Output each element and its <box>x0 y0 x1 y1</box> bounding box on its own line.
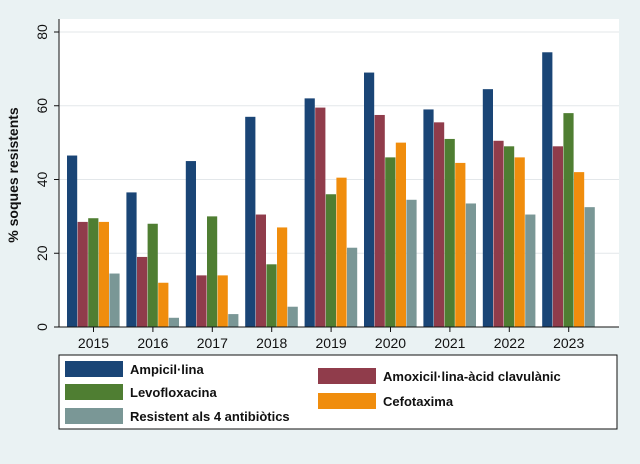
legend-box <box>58 354 618 430</box>
x-tick-label: 2021 <box>434 335 465 351</box>
bar-2022-3 <box>504 146 515 327</box>
bar-2018-3 <box>266 264 277 327</box>
bar-2021-2 <box>434 122 445 327</box>
bar-2016-5 <box>168 317 179 327</box>
bar-2020-2 <box>374 114 385 327</box>
y-tick-label: 40 <box>34 172 50 188</box>
y-tick-label: 20 <box>34 245 50 261</box>
legend-label: Resistent als 4 antibiòtics <box>130 409 290 424</box>
legend: Ampicil·lina Amoxicil·lina-àcid clavulàni… <box>65 361 561 424</box>
bar-2023-5 <box>584 207 595 327</box>
bar-2018-5 <box>287 306 298 327</box>
bar-2022-2 <box>493 140 504 327</box>
x-tick-label: 2020 <box>375 335 406 351</box>
legend-swatch <box>65 361 123 377</box>
bar-2018-1 <box>245 116 256 327</box>
bar-2021-4 <box>455 162 466 327</box>
legend-label: Ampicil·lina <box>130 362 204 377</box>
legend-swatch <box>318 368 376 384</box>
bar-2021-5 <box>465 203 476 327</box>
bar-2022-1 <box>482 89 493 327</box>
x-tick-label: 2023 <box>553 335 584 351</box>
bar-2021-3 <box>444 138 455 327</box>
y-tick-label: 60 <box>34 98 50 114</box>
bar-2016-4 <box>158 282 169 327</box>
legend-swatch <box>318 393 376 409</box>
bar-2017-2 <box>196 275 207 327</box>
bar-2020-5 <box>406 199 417 327</box>
bar-2019-5 <box>347 247 358 327</box>
bar-2020-4 <box>395 142 406 327</box>
axes: 0 20 40 60 80 2015 2016 2017 2018 2019 2020 2021 202… <box>34 19 619 351</box>
bar-2015-2 <box>77 221 88 327</box>
legend-swatch <box>65 384 123 400</box>
bar-2020-3 <box>385 157 396 327</box>
bar-2016-3 <box>147 223 158 327</box>
y-tick-label: 0 <box>34 323 50 331</box>
bar-2019-2 <box>315 107 326 327</box>
legend-swatch <box>65 408 123 424</box>
bar-2017-1 <box>185 161 196 327</box>
y-tick-label: 80 <box>34 24 50 40</box>
legend-label: Amoxicil·lina-àcid clavulànic <box>383 369 561 384</box>
bar-2023-1 <box>542 52 553 327</box>
bar-2016-1 <box>126 192 137 327</box>
bar-2017-5 <box>228 314 239 327</box>
bar-2023-3 <box>563 113 574 327</box>
bar-2021-1 <box>423 109 434 327</box>
x-tick-label: 2016 <box>137 335 168 351</box>
bar-2016-2 <box>137 256 148 327</box>
bar-2020-1 <box>364 72 375 327</box>
x-tick-label: 2018 <box>256 335 287 351</box>
bars <box>67 52 595 327</box>
bar-2019-4 <box>336 177 347 327</box>
bar-2023-4 <box>574 172 585 327</box>
bar-2019-3 <box>325 194 336 327</box>
bar-2018-2 <box>255 214 266 327</box>
bar-2019-1 <box>304 98 315 327</box>
bar-2015-1 <box>67 155 78 327</box>
bar-2015-3 <box>88 218 99 327</box>
x-tick-label: 2022 <box>494 335 525 351</box>
bar-2015-4 <box>98 221 109 327</box>
x-tick-label: 2017 <box>197 335 228 351</box>
bar-2017-4 <box>217 275 228 327</box>
x-tick-label: 2015 <box>78 335 109 351</box>
x-tick-label: 2019 <box>316 335 347 351</box>
bar-2018-4 <box>277 227 288 327</box>
legend-label: Levofloxacina <box>130 385 217 400</box>
bar-2022-5 <box>525 214 536 327</box>
bar-2015-5 <box>109 273 120 327</box>
y-axis-title: % soques resistents <box>5 107 21 243</box>
legend-label: Cefotaxima <box>383 394 454 409</box>
bar-2017-3 <box>207 216 218 327</box>
bar-2022-4 <box>514 157 525 327</box>
bar-2023-2 <box>552 146 563 327</box>
